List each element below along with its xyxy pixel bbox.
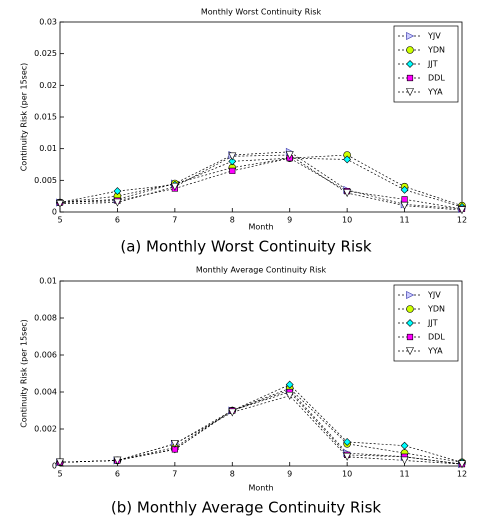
x-tick-label: 7 (172, 470, 177, 479)
y-tick-label: 0.006 (34, 351, 57, 360)
data-point (56, 458, 64, 467)
legend-label: YJV (427, 32, 441, 41)
legend-marker (406, 32, 415, 40)
legend-box (393, 25, 459, 103)
legend-marker (406, 319, 414, 327)
data-point (285, 380, 294, 389)
y-tick-label: 0.002 (34, 425, 57, 434)
y-axis-label: Continuity Risk (per 15sec) (20, 319, 29, 428)
legend-box (393, 284, 459, 362)
y-tick-label: 0.01 (39, 144, 57, 153)
legend-label: YDN (427, 46, 445, 55)
y-axis-label: Continuity Risk (per 15sec) (20, 63, 29, 172)
series-line (59, 157, 463, 210)
x-tick-label: 11 (399, 470, 409, 479)
series-line (59, 395, 463, 465)
data-point (228, 152, 237, 161)
data-point (113, 198, 122, 207)
legend-marker (406, 74, 414, 82)
data-point (170, 182, 179, 191)
y-tick-label: 0.015 (34, 113, 57, 122)
data-point (401, 196, 408, 203)
chart-title: Monthly Average Continuity Risk (196, 266, 327, 275)
y-tick-label: 0 (52, 462, 57, 471)
data-point (171, 446, 178, 453)
series-line (59, 154, 463, 206)
x-tick-label: 8 (230, 216, 235, 225)
chart-title: Monthly Worst Continuity Risk (201, 8, 322, 17)
legend-label: YYA (427, 88, 443, 97)
x-tick-label: 10 (342, 470, 352, 479)
y-tick-label: 0.004 (34, 388, 57, 397)
data-point (343, 452, 352, 461)
legend-label: JJT (427, 319, 438, 328)
x-tick-label: 10 (342, 216, 352, 225)
y-tick-label: 0.01 (39, 277, 57, 286)
data-point (285, 391, 294, 400)
series-line (59, 151, 463, 210)
x-tick-label: 8 (230, 470, 235, 479)
data-point (343, 189, 352, 198)
data-point (400, 456, 409, 465)
legend-label: DDL (428, 74, 445, 83)
x-tick-label: 5 (57, 216, 62, 225)
legend-marker (406, 60, 414, 68)
x-axis-label: Month (248, 484, 273, 493)
x-tick-label: 7 (172, 216, 177, 225)
data-point (113, 187, 122, 196)
x-tick-label: 9 (287, 216, 292, 225)
y-tick-label: 0.008 (34, 314, 57, 323)
x-tick-label: 6 (115, 216, 120, 225)
x-axis-label: Month (248, 223, 273, 232)
data-point (400, 441, 409, 450)
data-point (458, 206, 466, 215)
x-tick-label: 12 (457, 216, 467, 225)
legend-marker (406, 347, 414, 356)
series-line (59, 154, 463, 211)
legend-label: YYA (427, 347, 443, 356)
y-tick-label: 0.03 (39, 18, 57, 27)
legend-label: YDN (427, 305, 445, 314)
data-point (113, 456, 122, 465)
series-line (59, 389, 463, 465)
x-tick-label: 5 (57, 470, 62, 479)
series-line (59, 157, 463, 208)
data-point (343, 155, 352, 164)
data-point (170, 440, 179, 448)
data-point (228, 157, 237, 166)
data-point (56, 199, 64, 208)
legend-label: JJT (427, 60, 438, 69)
x-tick-label: 11 (399, 216, 409, 225)
y-tick-label: 0.02 (39, 81, 57, 90)
series-line (59, 384, 463, 463)
x-tick-label: 12 (457, 470, 467, 479)
y-tick-label: 0.025 (34, 49, 57, 58)
x-tick-label: 6 (115, 470, 120, 479)
x-tick-label: 9 (287, 470, 292, 479)
legend-marker (406, 88, 414, 97)
data-point (228, 408, 237, 417)
data-point (400, 201, 409, 210)
data-point (343, 438, 352, 446)
legend-marker (406, 46, 414, 54)
legend-marker (406, 333, 414, 341)
y-tick-label: 0.005 (34, 176, 57, 185)
data-point (458, 460, 466, 469)
legend-marker (406, 291, 415, 299)
caption: (a) Monthly Worst Continuity Risk (120, 238, 372, 256)
legend-marker (406, 305, 414, 313)
data-point (400, 185, 409, 194)
y-tick-label: 0 (52, 208, 57, 217)
legend-label: DDL (428, 333, 445, 342)
data-point (229, 167, 236, 174)
caption: (b) Monthly Average Continuity Risk (111, 499, 382, 517)
legend-label: YJV (427, 291, 441, 300)
data-point (285, 151, 294, 160)
